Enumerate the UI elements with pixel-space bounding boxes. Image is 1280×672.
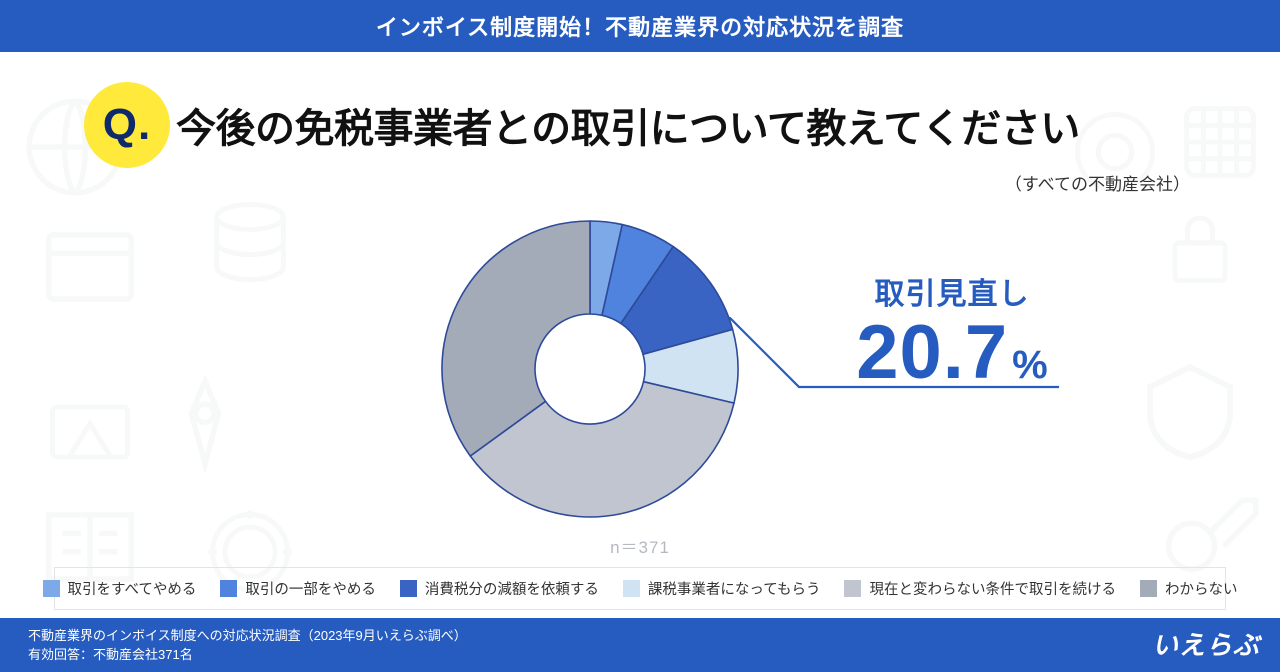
legend-item: 取引をすべてやめる bbox=[43, 578, 197, 599]
n-label: n＝371 bbox=[42, 533, 1238, 558]
legend-label: 課税事業者になってもらう bbox=[648, 578, 821, 599]
legend-swatch bbox=[220, 580, 237, 597]
question-subtitle: （すべての不動産会社） bbox=[42, 170, 1190, 195]
legend-swatch bbox=[844, 580, 861, 597]
callout: 取引見直し 20.7 % bbox=[802, 269, 1102, 396]
legend-item: 現在と変わらない条件で取引を続ける bbox=[844, 578, 1116, 599]
footer-text: 不動産業界のインボイス制度への対応状況調査（2023年9月いえらぶ調べ） 有効回… bbox=[28, 626, 467, 665]
legend-item: 消費税分の減額を依頼する bbox=[400, 578, 599, 599]
callout-label: 取引見直し bbox=[802, 269, 1102, 313]
header-title: インボイス制度開始！不動産業界の対応状況を調査 bbox=[376, 10, 904, 42]
chart-area: 取引見直し 20.7 % n＝371 bbox=[42, 199, 1238, 559]
legend-swatch bbox=[623, 580, 640, 597]
footer-logo: いえらぶ bbox=[1152, 626, 1260, 665]
question-text: 今後の免税事業者との取引について教えてください bbox=[176, 96, 1080, 154]
legend-label: 取引をすべてやめる bbox=[68, 578, 197, 599]
legend-swatch bbox=[1140, 580, 1157, 597]
legend-label: 取引の一部をやめる bbox=[245, 578, 376, 599]
legend-swatch bbox=[400, 580, 417, 597]
callout-unit: % bbox=[1012, 343, 1048, 388]
legend-label: わからない bbox=[1165, 578, 1238, 599]
callout-value: 20.7 % bbox=[802, 309, 1102, 396]
q-badge-text: Q. bbox=[103, 100, 151, 150]
callout-number: 20.7 bbox=[856, 309, 1008, 396]
legend-label: 消費税分の減額を依頼する bbox=[425, 578, 599, 599]
header-bar: インボイス制度開始！不動産業界の対応状況を調査 bbox=[0, 0, 1280, 52]
question-row: Q. 今後の免税事業者との取引について教えてください bbox=[84, 82, 1238, 168]
footer-line1: 不動産業界のインボイス制度への対応状況調査（2023年9月いえらぶ調べ） bbox=[28, 626, 467, 646]
legend: 取引をすべてやめる 取引の一部をやめる 消費税分の減額を依頼する 課税事業者になっても… bbox=[54, 567, 1226, 610]
main-area: Q. 今後の免税事業者との取引について教えてください （すべての不動産会社） 取… bbox=[0, 52, 1280, 618]
legend-label: 現在と変わらない条件で取引を続ける bbox=[869, 578, 1116, 599]
legend-item: 課税事業者になってもらう bbox=[623, 578, 821, 599]
donut-chart bbox=[420, 199, 760, 544]
q-badge: Q. bbox=[84, 82, 170, 168]
legend-swatch bbox=[43, 580, 60, 597]
footer-bar: 不動産業界のインボイス制度への対応状況調査（2023年9月いえらぶ調べ） 有効回… bbox=[0, 618, 1280, 672]
legend-item: わからない bbox=[1140, 578, 1238, 599]
legend-item: 取引の一部をやめる bbox=[220, 578, 376, 599]
footer-line2: 有効回答：不動産会社371名 bbox=[28, 645, 467, 665]
